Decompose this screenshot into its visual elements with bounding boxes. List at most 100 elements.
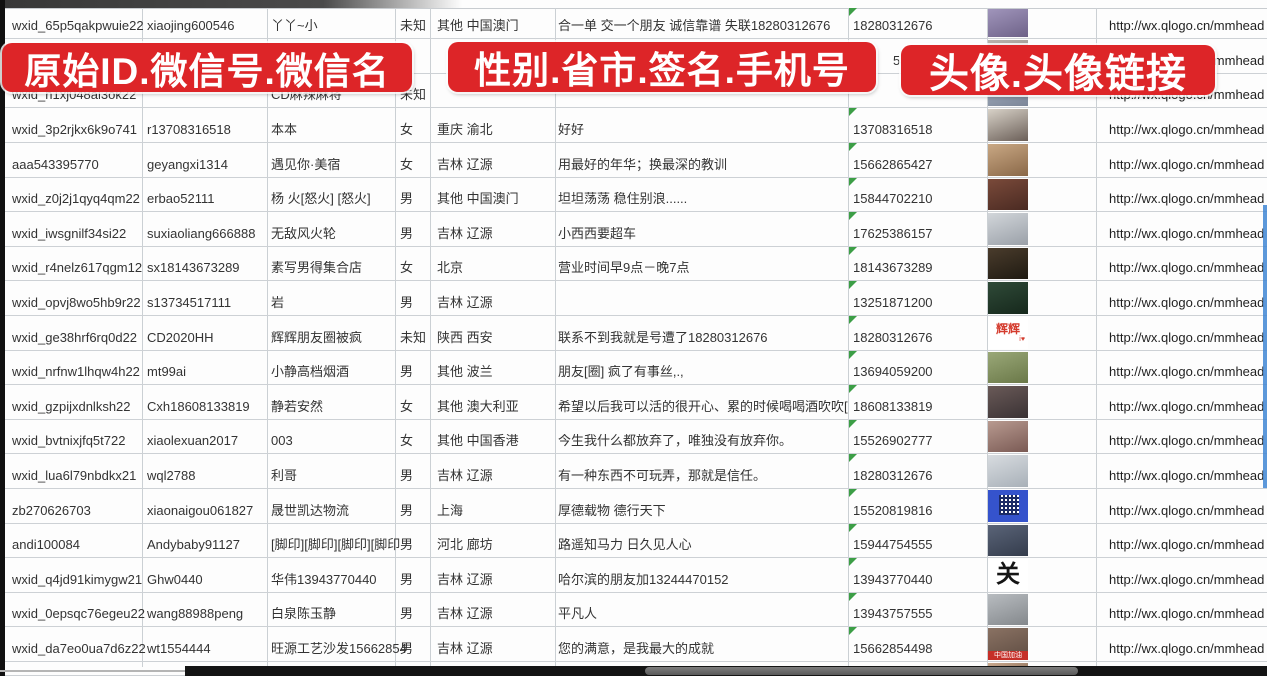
cell-gender[interactable]: 男: [400, 640, 414, 656]
horizontal-scrollbar-track[interactable]: [185, 666, 1267, 676]
cell-wechat-name[interactable]: 小静高档烟酒: [271, 365, 350, 380]
cell-gender[interactable]: 女: [400, 260, 414, 276]
cell-region[interactable]: 陕西 西安: [437, 329, 493, 345]
cell-signature[interactable]: 好好: [558, 122, 585, 137]
cell-region[interactable]: 吉林 辽源: [437, 467, 493, 483]
cell-wechat-name[interactable]: 丫丫~小: [271, 19, 318, 33]
cell-wechat-name[interactable]: 素写男得集合店: [271, 261, 363, 276]
cell-wechat-id[interactable]: xiaojing600546: [147, 18, 235, 33]
cell-wechat-id[interactable]: wt1554444: [147, 640, 211, 656]
cell-original-id[interactable]: aaa543395770: [12, 156, 99, 172]
cell-gender[interactable]: 男: [400, 502, 414, 518]
cell-signature[interactable]: 希望以后我可以活的很开心、累的时候喝喝酒吹吹[: [558, 399, 848, 414]
woman-selfie-photo[interactable]: [988, 386, 1028, 418]
woman-portrait-photo[interactable]: [988, 9, 1028, 37]
dark-road-photo[interactable]: [988, 282, 1028, 314]
cell-signature[interactable]: 平凡人: [558, 607, 598, 622]
cell-wechat-name[interactable]: 白泉陈玉静: [271, 607, 337, 622]
cell-wechat-id[interactable]: wang88988peng: [147, 606, 244, 622]
cell-wechat-name[interactable]: 旺源工艺沙发15662854: [271, 641, 407, 656]
cell-signature[interactable]: 营业时间早9点－晚7点: [558, 261, 690, 276]
cell-original-id[interactable]: wxid_r4nelz617qgm12: [12, 260, 143, 276]
cell-original-id[interactable]: wxid_q4jd91kimygw21: [12, 571, 143, 587]
cell-region[interactable]: 其他 中国澳门: [437, 191, 519, 207]
cell-avatar-link[interactable]: http://wx.qlogo.cn/mmhead: [1109, 572, 1265, 587]
cell-region[interactable]: 吉林 辽源: [437, 571, 493, 587]
cell-wechat-id[interactable]: Cxh18608133819: [147, 398, 250, 414]
cell-avatar-link[interactable]: http://wx.qlogo.cn/mmhead: [1109, 19, 1265, 33]
cell-original-id[interactable]: zb270626703: [12, 502, 91, 518]
cell-phone[interactable]: 15520819816: [853, 502, 933, 518]
cell-original-id[interactable]: wxid_ge38hrf6rq0d22: [12, 329, 138, 345]
cell-gender[interactable]: 男: [400, 364, 414, 380]
red-text-avatar[interactable]: 辉辉 i♥: [988, 317, 1028, 349]
cell-region[interactable]: 吉林 辽源: [437, 156, 493, 172]
cell-phone[interactable]: 17625386157: [853, 225, 933, 241]
cell-signature[interactable]: [554, 309, 848, 315]
cell-original-id[interactable]: wxid_da7eo0ua7d6z22: [12, 640, 146, 656]
cell-gender[interactable]: 男: [400, 294, 414, 310]
cell-original-id[interactable]: wxid_65p5qakpwuie22: [12, 18, 144, 33]
cell-wechat-id[interactable]: mt99ai: [147, 364, 187, 380]
cell-original-id[interactable]: wxid_gzpijxdnlksh22: [12, 398, 131, 414]
cell-region[interactable]: 吉林 辽源: [437, 640, 493, 656]
cell-gender[interactable]: 未知: [400, 329, 427, 345]
cell-gender[interactable]: 男: [400, 467, 414, 483]
person-in-car-photo[interactable]: [988, 213, 1028, 245]
cell-gender[interactable]: 未知: [400, 18, 427, 33]
cell-avatar-link[interactable]: http://wx.qlogo.cn/mmhead: [1109, 157, 1265, 172]
cell-avatar-link[interactable]: http://wx.qlogo.cn/mmhead: [1109, 226, 1265, 241]
cell-phone[interactable]: 15844702210: [853, 191, 933, 207]
cell-original-id[interactable]: wxid_iwsgnilf34si22: [12, 225, 127, 241]
cell-wechat-name[interactable]: 利哥: [271, 468, 298, 483]
cell-phone[interactable]: 18608133819: [853, 398, 933, 414]
storefront-night-photo[interactable]: [988, 247, 1028, 280]
cell-signature[interactable]: 朋友[圈] 疯了有事丝,.,: [558, 365, 684, 380]
cell-gender[interactable]: 女: [400, 398, 414, 414]
cell-avatar-link[interactable]: http://wx.qlogo.cn/mmhead: [1109, 607, 1265, 622]
branches-photo[interactable]: [988, 144, 1028, 176]
cell-signature[interactable]: 您的满意，是我最大的成就: [558, 641, 715, 656]
cell-wechat-id[interactable]: geyangxi1314: [147, 156, 228, 172]
cell-wechat-id[interactable]: Ghw0440: [147, 571, 203, 587]
cell-gender[interactable]: 男: [400, 225, 414, 241]
cell-phone[interactable]: 13708316518: [853, 121, 933, 137]
china-jiayou-photo[interactable]: 中国加油: [988, 628, 1028, 660]
cell-avatar-link[interactable]: http://wx.qlogo.cn/mmhead: [1109, 468, 1265, 483]
cell-wechat-id[interactable]: xiaolexuan2017: [147, 433, 239, 449]
cell-gender[interactable]: 男: [400, 537, 414, 553]
cell-phone[interactable]: 15662854498: [853, 640, 933, 656]
cell-gender[interactable]: 女: [400, 433, 414, 449]
cell-original-id[interactable]: andi100084: [12, 537, 80, 553]
table-scene-photo[interactable]: [988, 524, 1028, 557]
cell-avatar-link[interactable]: http://wx.qlogo.cn/mmhead: [1109, 261, 1265, 276]
cell-wechat-name[interactable]: 静若安然: [271, 399, 324, 414]
cell-signature[interactable]: 路遥知马力 日久见人心: [558, 538, 692, 553]
cell-gender[interactable]: 未知: [400, 87, 427, 103]
cell-signature[interactable]: 有一种东西不可玩弄，那就是信任。: [558, 468, 767, 483]
cell-region[interactable]: 河北 廊坊: [437, 537, 493, 553]
cell-phone[interactable]: 13251871200: [853, 294, 933, 310]
cell-original-id[interactable]: wxid_lua6l79nbdkx21: [12, 467, 137, 483]
cell-phone[interactable]: [849, 101, 987, 107]
figurines-photo[interactable]: [988, 178, 1028, 211]
cell-wechat-id[interactable]: CD2020HH: [147, 329, 214, 345]
cell-gender[interactable]: 男: [400, 606, 414, 622]
cell-phone[interactable]: 13943757555: [853, 606, 933, 622]
cell-wechat-name[interactable]: 岩: [271, 295, 285, 310]
cell-original-id[interactable]: wxid_3p2rjkx6k9o741: [12, 121, 138, 137]
cell-signature[interactable]: [554, 101, 848, 107]
cell-wechat-name[interactable]: 本本: [271, 122, 298, 137]
hooded-person-photo[interactable]: [988, 455, 1028, 487]
cell-phone[interactable]: 18143673289: [853, 260, 933, 276]
cell-region[interactable]: 吉林 辽源: [437, 225, 493, 241]
cell-avatar-link[interactable]: http://wx.qlogo.cn/mmhead: [1109, 365, 1265, 380]
cell-region[interactable]: 其他 中国香港: [437, 433, 519, 449]
cell-wechat-id[interactable]: r13708316518: [147, 121, 231, 137]
cell-gender[interactable]: 男: [400, 571, 414, 587]
cell-region[interactable]: 重庆 渝北: [437, 121, 493, 137]
cell-avatar-link[interactable]: http://wx.qlogo.cn/mmhead: [1109, 330, 1265, 345]
cell-avatar-link[interactable]: http://wx.qlogo.cn/mmhead: [1109, 192, 1265, 207]
cell-signature[interactable]: 今生我什么都放弃了，唯独没有放弃你。: [558, 434, 793, 449]
cell-original-id[interactable]: wxid_nrfnw1lhqw4h22: [12, 364, 140, 380]
